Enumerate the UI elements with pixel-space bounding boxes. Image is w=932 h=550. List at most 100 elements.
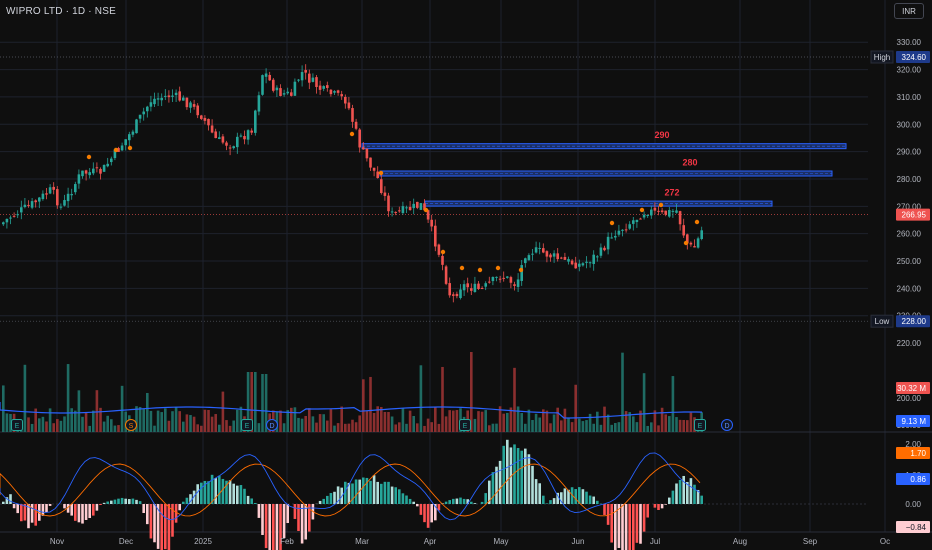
volume-bar (246, 372, 250, 432)
candle-body (646, 214, 649, 216)
signal-dot (349, 131, 355, 137)
candle-body (390, 211, 394, 213)
candle-body (693, 246, 696, 248)
macd-hist-bar (182, 501, 185, 504)
earnings-marker[interactable]: E (694, 419, 706, 431)
symbol-title[interactable]: WIPRO LTD · 1D · NSE (6, 6, 116, 17)
candle-body (38, 197, 41, 202)
macd-hist-bar (308, 504, 311, 532)
macd-hist-bar (592, 496, 595, 504)
candle-body (372, 167, 376, 171)
candle-body (153, 98, 156, 105)
candle-body (138, 114, 142, 119)
candle-body (696, 238, 700, 248)
macd-hist-bar (164, 504, 167, 550)
macd-hist-bar (142, 504, 145, 513)
candle-body (585, 261, 588, 263)
candle-body (668, 210, 671, 217)
macd-hist-bar (207, 481, 210, 504)
macd-hist-bar (657, 504, 660, 510)
macd-hist-bar (664, 504, 667, 505)
price-tick-label: 310.00 (897, 93, 922, 102)
macd-hist-bar (88, 504, 91, 519)
volume-bar (120, 385, 124, 432)
candle-body (408, 206, 412, 211)
volume-bar (351, 419, 354, 432)
volume-bar (416, 423, 419, 432)
earnings-marker[interactable]: E (11, 419, 23, 431)
candle-body (81, 170, 84, 177)
volume-bar (250, 372, 253, 432)
candle-body (466, 283, 469, 288)
macd-hist-bar (675, 483, 678, 504)
macd-hist-bar (110, 500, 113, 504)
candle-body (491, 277, 495, 282)
macd-hist-bar (682, 475, 685, 504)
macd-hist-bar (5, 497, 9, 504)
candle-body (423, 203, 426, 211)
dividend-marker[interactable]: D (266, 419, 278, 431)
macd-hist-bar (408, 498, 412, 504)
macd-hist-bar (92, 504, 95, 516)
volume-bar (491, 423, 495, 432)
time-axis-label: May (493, 537, 508, 546)
volume-bar (38, 418, 41, 432)
earnings-marker[interactable]: E (459, 419, 471, 431)
candle-body (9, 217, 12, 219)
earnings-marker[interactable]: E (241, 419, 253, 431)
macd-hist-bar (430, 504, 433, 523)
candle-body (344, 96, 347, 104)
candle-body (225, 142, 228, 146)
macd-hist-bar (354, 479, 358, 504)
volume-bar (401, 408, 405, 432)
volume-bar (549, 423, 552, 432)
macd-hist-bar (588, 495, 592, 504)
candle-body (329, 89, 333, 95)
macd-hist-bar (491, 472, 495, 504)
macd-hist-bar (581, 489, 585, 504)
macd-hist-bar (45, 504, 48, 513)
volume-bar (30, 423, 34, 432)
volume-bar (444, 416, 448, 432)
volume-bar (210, 416, 214, 432)
macd-hist-bar (628, 504, 631, 550)
candle-body (578, 263, 581, 267)
candle-body (2, 222, 5, 225)
candle-body (95, 167, 99, 169)
candle-body (455, 293, 459, 297)
volume-bar (81, 416, 84, 432)
volume-bar (574, 384, 577, 432)
candle-body (452, 294, 455, 296)
low-tag (870, 314, 894, 328)
macd-hist-bar (668, 497, 671, 504)
macd-hist-bar (480, 501, 484, 504)
volume-bar (484, 410, 487, 432)
candle-body (27, 204, 30, 206)
volume-ma-badge (896, 415, 930, 427)
volume-bar (185, 414, 189, 432)
candle-body (30, 201, 34, 208)
macd-hist-bar (394, 487, 397, 504)
signal-dot (113, 147, 119, 153)
currency-button[interactable]: INR (894, 3, 924, 19)
candle-body (12, 215, 16, 217)
candle-body (426, 210, 430, 220)
macd-hist-bar (318, 500, 322, 504)
candle-body (369, 157, 372, 168)
candle-body (164, 95, 167, 97)
volume-bar (671, 376, 675, 432)
candle-body (326, 85, 329, 88)
candle-body (16, 214, 19, 216)
macd-hist-bar (534, 479, 538, 504)
macd-hist-bar (693, 484, 696, 504)
volume-bar (221, 391, 225, 432)
volume-bar (264, 374, 268, 432)
candle-body (398, 210, 401, 212)
candle-body (48, 187, 52, 194)
candle-body (462, 284, 466, 291)
dividend-marker[interactable]: D (721, 419, 733, 431)
volume-bar (113, 425, 117, 432)
split-marker[interactable]: S (125, 419, 137, 431)
